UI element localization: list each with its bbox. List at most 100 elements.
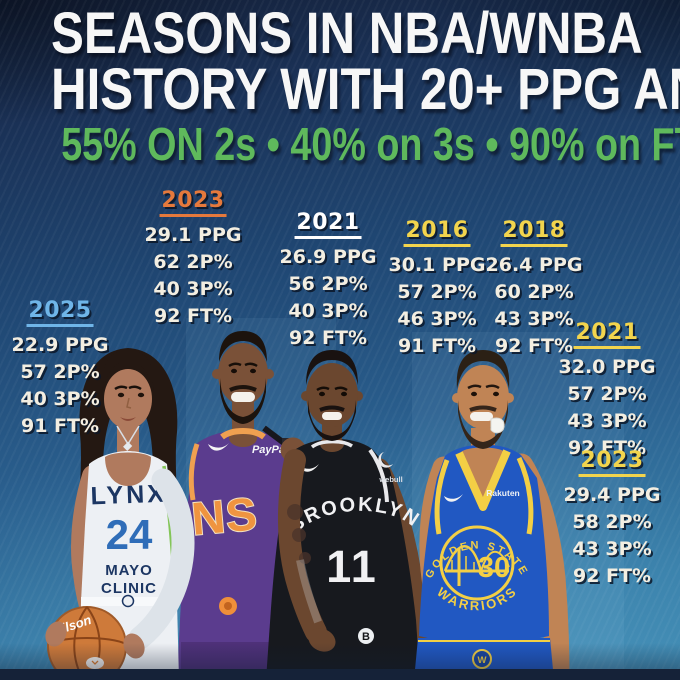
suns-fireball-icon xyxy=(219,597,237,615)
irving-tattoos xyxy=(287,504,311,564)
irving-smile xyxy=(322,412,342,420)
curry-jersey xyxy=(419,444,549,646)
stat-line-3p: 46 3P% xyxy=(397,308,477,330)
stat-year: 2025 xyxy=(26,298,94,327)
curry-chest xyxy=(461,447,505,504)
durant-armhole-trim-left xyxy=(188,443,200,501)
durant-head xyxy=(212,331,274,424)
durant-smile xyxy=(231,392,255,402)
irving-hand-on-hip xyxy=(308,628,336,652)
collier-head xyxy=(95,350,161,433)
durant-collar-trim xyxy=(220,428,266,440)
nike-swoosh-icon xyxy=(208,443,229,451)
stat-line-2p: 60 2P% xyxy=(494,281,574,303)
stat-line-ppg: 32.0 PPG xyxy=(558,356,656,378)
irving-neckline xyxy=(320,436,344,452)
stat-line-ft: 91 FT% xyxy=(20,415,100,437)
title-line-2: HISTORY WITH 20+ PPG AND xyxy=(51,57,680,122)
title-line-1: SEASONS IN NBA/WNBA xyxy=(51,1,643,66)
curry-belt-logo-text: W xyxy=(478,655,487,666)
collier-left-hand xyxy=(45,621,67,647)
stat-line-ppg: 30.1 PPG xyxy=(388,254,486,276)
curry-hair xyxy=(456,350,510,389)
title-block: SEASONS IN NBA/WNBA HISTORY WITH 20+ PPG… xyxy=(0,1,680,170)
stat-line-ft: 92 FT% xyxy=(153,305,233,327)
curry-armhole-trim-left xyxy=(434,459,450,535)
stat-block-2021-irving: 2021 26.9 PPG 56 2P% 40 3P% 92 FT% xyxy=(280,210,377,352)
stat-line-3p: 40 3P% xyxy=(288,300,368,322)
stat-line-2p: 57 2P% xyxy=(397,281,477,303)
stat-line-2p: 57 2P% xyxy=(20,361,100,383)
stat-line-3p: 43 3P% xyxy=(567,410,647,432)
stat-line-3p: 40 3P% xyxy=(20,388,100,410)
warriors-logo: 30 xyxy=(439,525,515,601)
stat-block-2023-curry: 2023 29.4 PPG 58 2P% 43 3P% 92 FT% xyxy=(564,448,661,590)
collier-chest xyxy=(105,452,151,486)
irving-waist-logo-text: B xyxy=(362,631,370,643)
stat-line-ft: 92 FT% xyxy=(572,565,652,587)
player-collier: LYNX 24 MAYO CLINIC xyxy=(45,348,195,680)
stat-line-ft: 92 FT% xyxy=(288,327,368,349)
stat-line-ppg: 22.9 PPG xyxy=(11,334,109,356)
collier-number-text: 24 xyxy=(106,511,153,558)
stat-line-ppg: 26.9 PPG xyxy=(279,246,377,268)
bottom-band xyxy=(0,669,680,680)
curry-sponsor-text: Rakuten xyxy=(486,488,520,498)
nets-waist-logo-icon xyxy=(358,628,374,644)
durant-beard xyxy=(220,378,266,424)
curry-beard xyxy=(458,400,508,449)
nike-swoosh-icon xyxy=(444,494,463,502)
irving-armhole-trim-right xyxy=(368,448,389,503)
stat-block-2025-collier: 2025 22.9 PPG 57 2P% 40 3P% 91 FT% xyxy=(12,298,109,440)
stat-year: 2023 xyxy=(159,188,227,217)
player-curry: Rakuten 30 GOLDEN STATE WARRIORS W xyxy=(414,350,570,680)
lynx-waist-logo-icon xyxy=(121,594,135,608)
durant-sponsor-text: PayPal xyxy=(252,444,289,456)
stat-line-3p: 43 3P% xyxy=(572,538,652,560)
curry-number-text: 30 xyxy=(478,552,510,584)
stat-year: 2021 xyxy=(573,320,641,349)
stat-year: 2016 xyxy=(403,218,471,247)
stat-line-2p: 57 2P% xyxy=(567,383,647,405)
curry-armhole-trim-right xyxy=(516,456,534,535)
irving-hair xyxy=(306,350,358,385)
wnba-logo-icon xyxy=(86,657,104,669)
curry-mouthguard xyxy=(490,417,505,434)
stat-year: 2018 xyxy=(500,218,568,247)
nike-swoosh-icon xyxy=(300,464,319,472)
stat-block-2023-durant: 2023 29.1 PPG 62 2P% 40 3P% 92 FT% xyxy=(145,188,242,330)
stat-line-3p: 40 3P% xyxy=(153,278,233,300)
irving-sponsor-text: webull xyxy=(378,475,402,484)
stat-line-ft: 91 FT% xyxy=(397,335,477,357)
stat-line-ppg: 29.4 PPG xyxy=(563,484,661,506)
stat-line-ft: 92 FT% xyxy=(567,437,647,459)
irving-collar-trim xyxy=(310,439,353,449)
stat-block-2016-curry: 2016 30.1 PPG 57 2P% 46 3P% 91 FT% xyxy=(389,218,486,360)
stat-year: 2023 xyxy=(578,448,646,477)
irving-head xyxy=(301,350,363,441)
curry-vneck-trim xyxy=(455,449,511,511)
collier-sponsor-line1: MAYO xyxy=(105,562,153,579)
stat-line-ppg: 26.4 PPG xyxy=(485,254,583,276)
collier-sponsor-line2: CLINIC xyxy=(101,580,157,597)
collier-pendant xyxy=(123,441,133,451)
curry-smile xyxy=(470,412,493,421)
stat-line-2p: 62 2P% xyxy=(153,251,233,273)
title-line-3: 55% ON 2s • 40% on 3s • 90% on FTs xyxy=(61,118,680,170)
irving-right-arm xyxy=(278,449,327,643)
collier-hair-top xyxy=(102,350,154,390)
stat-line-ft: 92 FT% xyxy=(494,335,574,357)
stat-line-2p: 56 2P% xyxy=(288,273,368,295)
durant-jersey-letters: NS xyxy=(190,487,260,545)
curry-head xyxy=(452,350,514,449)
warriors-belt-logo-icon xyxy=(472,649,492,669)
irving-number-text: 11 xyxy=(326,541,378,592)
crescent-moon-icon xyxy=(378,452,393,468)
collier-arm-sleeve xyxy=(128,468,195,650)
durant-hair xyxy=(219,331,267,362)
collier-lips xyxy=(120,417,136,421)
stat-block-2021-curry: 2021 32.0 PPG 57 2P% 43 3P% 92 FT% xyxy=(559,320,656,462)
collier-right-hand xyxy=(123,633,145,659)
stat-line-3p: 43 3P% xyxy=(494,308,574,330)
